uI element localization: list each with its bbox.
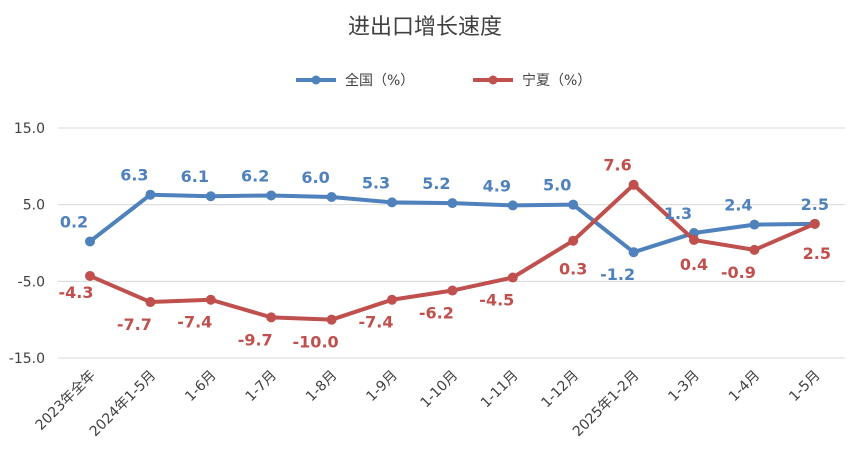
series-group xyxy=(85,179,820,325)
data-label: -6.2 xyxy=(419,304,454,323)
data-label: -10.0 xyxy=(293,333,339,352)
data-point xyxy=(749,244,760,255)
data-label: 6.3 xyxy=(120,166,148,185)
data-label: -4.5 xyxy=(479,291,514,310)
data-point xyxy=(749,219,760,230)
data-label: 4.9 xyxy=(483,176,511,195)
y-tick-label: 15.0 xyxy=(14,121,45,137)
data-point xyxy=(387,294,397,305)
data-label: -7.4 xyxy=(177,313,212,332)
x-tick-label: 1-3月 xyxy=(665,368,702,405)
y-tick-label: -15.0 xyxy=(9,351,45,367)
legend-marker xyxy=(311,75,321,85)
data-labels: 0.2 6.3 6.1 6.2 6.0 5.3 5.2 4.9 5.0 -1.2 1.3 2.4 2.5… xyxy=(59,156,831,352)
data-point xyxy=(809,218,820,229)
data-point xyxy=(326,192,337,202)
data-point xyxy=(507,200,518,211)
data-point xyxy=(145,189,156,200)
x-tick-label: 1-9月 xyxy=(363,368,400,405)
data-point xyxy=(387,197,397,208)
data-label: 6.2 xyxy=(241,166,269,185)
data-point xyxy=(628,247,639,258)
data-point xyxy=(568,235,579,246)
data-point xyxy=(568,199,579,210)
legend: 全国（%） 宁夏（%） xyxy=(296,72,591,89)
data-label: 0.4 xyxy=(680,255,708,274)
data-point xyxy=(447,198,458,209)
data-label: 5.3 xyxy=(362,173,390,192)
x-tick-label: 1-11月 xyxy=(478,368,522,412)
data-label: -0.9 xyxy=(721,263,756,282)
data-label: 0.3 xyxy=(559,260,587,279)
data-point xyxy=(689,234,699,245)
data-point xyxy=(85,236,95,247)
x-tick-label: 1-6月 xyxy=(182,368,219,405)
data-point xyxy=(447,285,458,296)
data-label: 7.6 xyxy=(603,156,631,175)
data-label: 5.2 xyxy=(422,174,450,193)
data-point xyxy=(205,191,216,202)
data-point xyxy=(266,312,277,323)
data-label: 1.3 xyxy=(664,204,692,223)
data-label: -9.7 xyxy=(238,330,273,349)
data-point xyxy=(145,297,156,308)
data-label: 2.4 xyxy=(724,196,752,215)
data-point xyxy=(507,272,518,283)
data-label: 0.2 xyxy=(60,212,88,231)
x-tick-label: 1-12月 xyxy=(538,368,582,412)
data-point xyxy=(628,179,639,190)
data-label: 2.5 xyxy=(801,195,829,214)
data-label: -1.2 xyxy=(600,265,635,284)
x-tick-label: 2023年全年 xyxy=(32,367,99,434)
data-label: -7.4 xyxy=(359,313,394,332)
x-tick-label: 1-4月 xyxy=(726,368,763,405)
x-tick-label: 1-7月 xyxy=(243,368,280,405)
x-tick-label: 1-10月 xyxy=(418,368,462,412)
legend-label: 全国（%） xyxy=(345,72,414,89)
data-label: 5.0 xyxy=(543,176,571,195)
data-point xyxy=(205,294,216,305)
y-axis-ticks: 15.0 5.0 -5.0 -15.0 xyxy=(9,121,45,367)
data-label: 6.1 xyxy=(181,167,209,186)
y-tick-label: -5.0 xyxy=(18,274,45,290)
data-point xyxy=(266,190,277,201)
data-label: -7.7 xyxy=(117,315,152,334)
data-point xyxy=(326,314,337,325)
x-tick-label: 1-5月 xyxy=(786,368,823,405)
chart-title: 进出口增长速度 xyxy=(348,15,502,40)
data-label: -4.3 xyxy=(59,283,94,302)
gridlines xyxy=(58,127,845,359)
data-label: 6.0 xyxy=(301,168,329,187)
x-tick-label: 1-8月 xyxy=(303,368,340,405)
legend-marker xyxy=(488,75,498,85)
legend-label: 宁夏（%） xyxy=(522,72,591,89)
data-point xyxy=(85,270,95,281)
data-label: 2.5 xyxy=(803,244,831,263)
y-tick-label: 5.0 xyxy=(23,198,45,214)
